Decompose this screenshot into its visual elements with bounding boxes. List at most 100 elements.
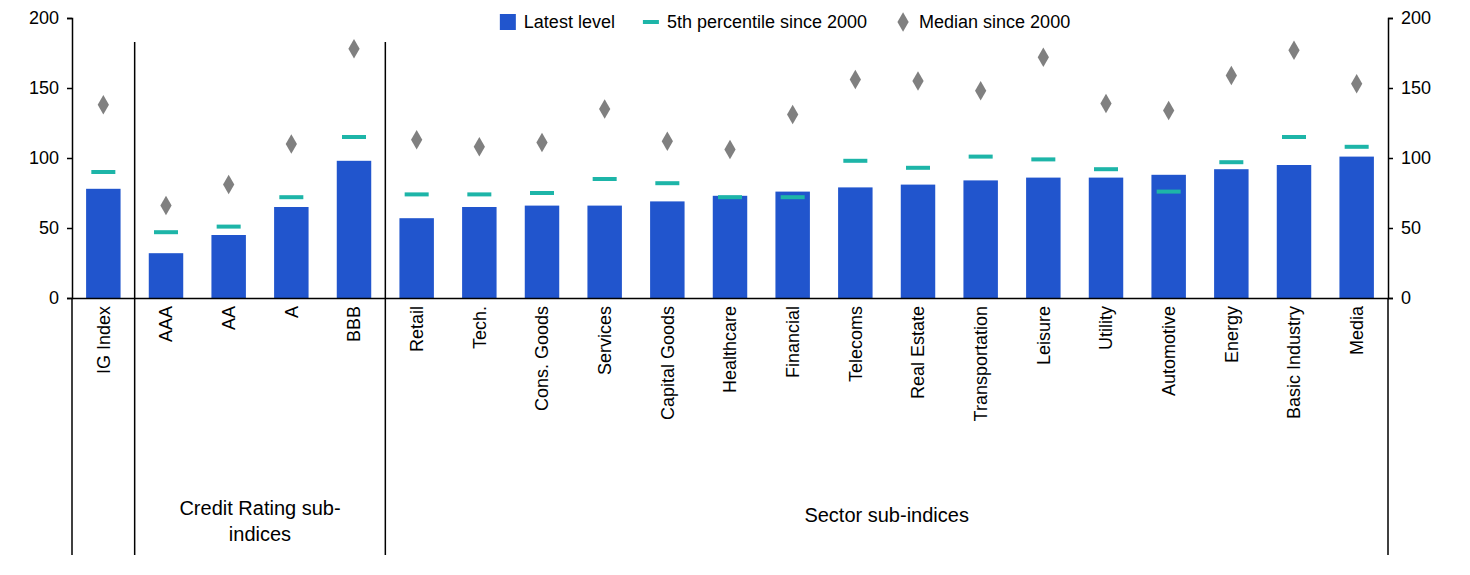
tick-label: 200: [1401, 8, 1431, 28]
bar: [1339, 157, 1373, 298]
dash-marker: [969, 155, 993, 159]
legend-label: 5th percentile since 2000: [667, 12, 867, 32]
bar: [650, 201, 684, 298]
category-label: AAA: [156, 306, 176, 342]
diamond-marker: [286, 134, 297, 154]
dash-marker: [1282, 135, 1306, 139]
bar: [399, 218, 433, 298]
bar: [1151, 175, 1185, 298]
legend-label: Median since 2000: [919, 12, 1070, 32]
dash-marker: [1094, 167, 1118, 171]
frame-line: [71, 298, 73, 555]
diamond-marker: [912, 71, 923, 91]
tick: Utility: [1096, 306, 1116, 350]
diamond-marker: [787, 105, 798, 125]
diamond-marker: [160, 196, 171, 216]
tick: Healthcare: [720, 306, 740, 393]
tick: Media: [1347, 305, 1367, 355]
tick: 200: [29, 8, 72, 28]
bar: [274, 207, 308, 298]
dash-marker: [217, 225, 241, 229]
dash-marker: [91, 170, 115, 174]
frame-line: [1387, 298, 1389, 555]
group-label: Sector sub-indices: [804, 504, 969, 526]
dash-marker: [718, 195, 742, 199]
tick: 0: [49, 288, 72, 308]
tick: IG Index: [94, 306, 114, 374]
dash-marker: [342, 135, 366, 139]
legend-label: Latest level: [524, 12, 615, 32]
diamond-marker: [474, 137, 485, 157]
category-label: Leisure: [1034, 306, 1054, 365]
diamond-marker: [348, 39, 359, 59]
tick-mark: [1388, 228, 1393, 230]
group-label-line: Credit Rating sub-: [179, 497, 340, 519]
tick: BBB: [344, 306, 364, 342]
tick: 200: [1388, 8, 1431, 28]
category-label: Healthcare: [720, 306, 740, 393]
tick-mark: [1388, 18, 1393, 20]
legend: Latest level 5th percentile since 2000 Med…: [500, 12, 1070, 32]
bar: [525, 206, 559, 298]
diamond-marker: [223, 175, 234, 195]
tick-mark: [1388, 88, 1393, 90]
tick: Tech.: [470, 306, 490, 349]
category-label: Energy: [1222, 306, 1242, 363]
tick: Capital Goods: [658, 306, 678, 420]
category-label: A: [282, 306, 302, 318]
category-label: Cons. Goods: [532, 306, 552, 411]
legend-swatch: [897, 12, 908, 32]
dash-marker: [906, 166, 930, 170]
dash-marker: [467, 192, 491, 196]
tick-label: 50: [1401, 218, 1421, 238]
category-label: BBB: [344, 306, 364, 342]
diamond-marker: [411, 130, 422, 150]
category-label: Telecoms: [846, 306, 866, 382]
diamond-marker: [1163, 101, 1174, 121]
tick-label: 150: [29, 78, 59, 98]
diamond-marker: [1038, 47, 1049, 67]
diamond-marker: [662, 131, 673, 151]
category-label: Services: [595, 306, 615, 375]
legend-item: 5th percentile since 2000: [643, 12, 867, 32]
bar: [1214, 169, 1248, 298]
bar: [211, 235, 245, 298]
group-label: Credit Rating sub-indices: [179, 497, 340, 545]
group-labels: Credit Rating sub-indices Sector sub-indi…: [179, 497, 969, 545]
chart: 050100150200050100150200IG IndexAAAAAABB…: [0, 0, 1470, 575]
diamond-marker: [1288, 40, 1299, 60]
diamond-marker: [536, 133, 547, 153]
dash-marker: [279, 195, 303, 199]
tick: AAA: [156, 306, 176, 342]
layout-lines: [72, 42, 1388, 555]
bar: [337, 161, 371, 298]
tick: Cons. Goods: [532, 306, 552, 411]
tick: Transportation: [971, 306, 991, 421]
bar: [1277, 165, 1311, 298]
group-label-line: Sector sub-indices: [804, 504, 969, 526]
tick: 150: [29, 78, 72, 98]
tick-mark: [1388, 158, 1393, 160]
tick: Energy: [1222, 306, 1242, 363]
series-0: [86, 157, 1374, 298]
dash-marker: [1157, 190, 1181, 194]
dash-marker: [655, 181, 679, 185]
category-label: Capital Goods: [658, 306, 678, 420]
category-label: Basic Industry: [1284, 306, 1304, 419]
tick-label: 100: [1401, 148, 1431, 168]
dash-marker: [781, 195, 805, 199]
axis-line: [67, 19, 73, 299]
category-label: Media: [1347, 305, 1367, 355]
tick: AA: [219, 306, 239, 330]
tick: Services: [595, 306, 615, 375]
diamond-marker: [98, 95, 109, 115]
bar: [149, 253, 183, 298]
bar: [1089, 178, 1123, 298]
group-label-line: indices: [229, 523, 291, 545]
tick: 50: [1388, 218, 1421, 238]
dash-marker: [1219, 160, 1243, 164]
tick: Real Estate: [908, 306, 928, 399]
tick: 100: [29, 148, 72, 168]
tick-label: 50: [39, 218, 59, 238]
diamond-marker: [1226, 66, 1237, 86]
